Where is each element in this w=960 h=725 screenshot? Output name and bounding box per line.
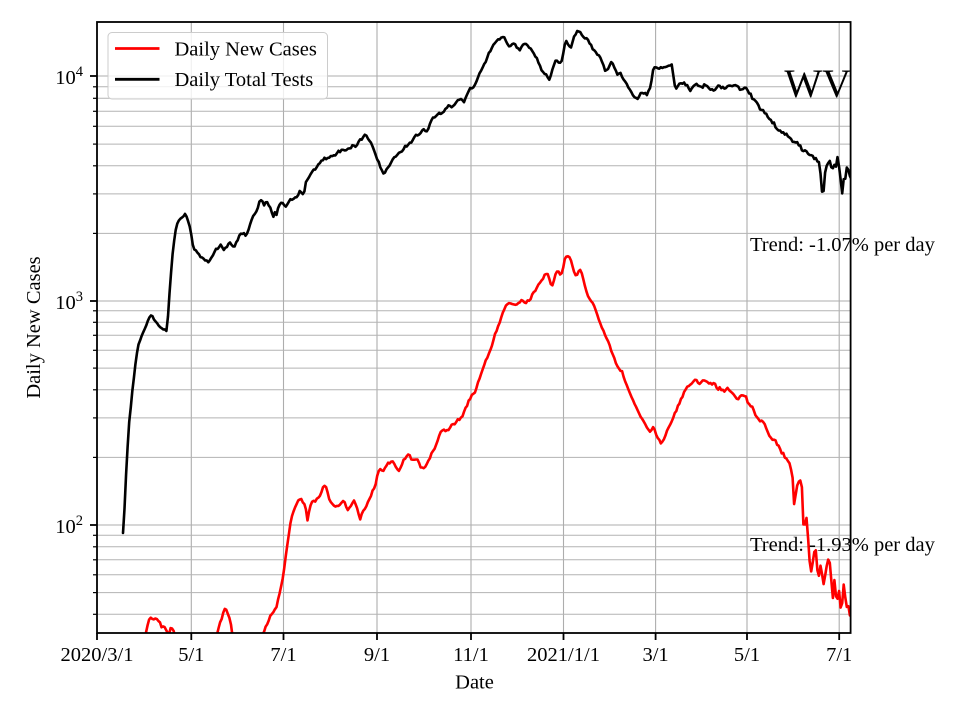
svg-text:Trend: -1.07% per day: Trend: -1.07% per day <box>750 234 936 256</box>
svg-text:Daily New Cases: Daily New Cases <box>175 38 317 60</box>
svg-text:WV: WV <box>784 61 851 106</box>
svg-text:7/1: 7/1 <box>270 644 296 666</box>
svg-text:9/1: 9/1 <box>364 644 390 666</box>
svg-text:Daily New Cases: Daily New Cases <box>23 256 45 398</box>
svg-text:2021/1/1: 2021/1/1 <box>527 644 600 666</box>
svg-text:5/1: 5/1 <box>734 644 760 666</box>
svg-text:Date: Date <box>455 672 494 694</box>
svg-text:2020/3/1: 2020/3/1 <box>61 644 134 666</box>
svg-text:3/1: 3/1 <box>642 644 668 666</box>
svg-text:7/1: 7/1 <box>826 644 852 666</box>
svg-text:5/1: 5/1 <box>178 644 204 666</box>
svg-text:11/1: 11/1 <box>453 644 489 666</box>
svg-text:Trend: -1.93% per day: Trend: -1.93% per day <box>750 534 936 556</box>
svg-text:Daily Total Tests: Daily Total Tests <box>175 69 314 91</box>
